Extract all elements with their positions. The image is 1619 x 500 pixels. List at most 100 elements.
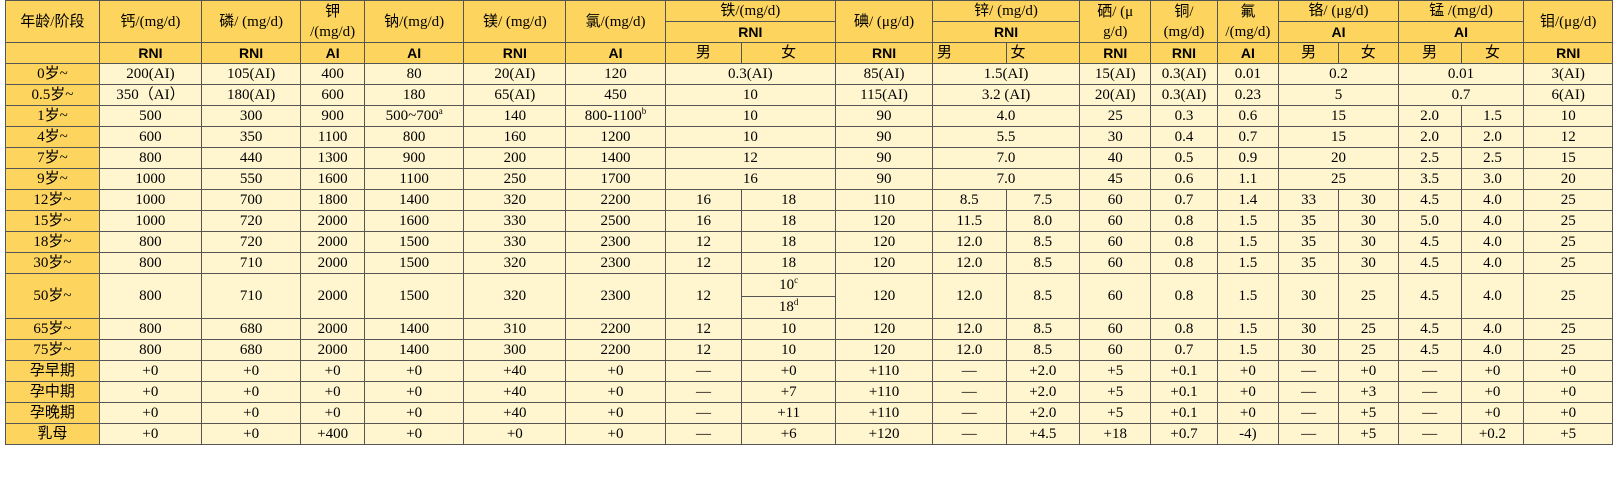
value-cell: +2.0 [1005, 402, 1081, 424]
value-cell: 20 [1278, 147, 1399, 169]
value-cell: 4.5 [1397, 189, 1462, 211]
value-cell: 0.7 [1150, 189, 1218, 211]
value-cell: 12 [664, 318, 743, 340]
value-cell: 4.0 [1460, 273, 1525, 319]
value-cell: 120 [835, 231, 934, 253]
table-row: 孕早期 +0 +0 +0 +0 +40 +0 — +0 +110 — +2.0 … [5, 360, 1613, 382]
value-cell: 12 [664, 252, 743, 274]
value-cell: 700 [201, 189, 302, 211]
header-iron: 铁/(mg/d) [664, 0, 837, 22]
value-cell: 5.5 [932, 126, 1081, 148]
value-cell: 350 [201, 126, 302, 148]
value-cell: 1.5 [1216, 318, 1280, 340]
value-cell: 8.0 [1005, 210, 1081, 232]
header-chlorine: 氯/(mg/d) [565, 0, 666, 43]
value-cell: 12 [664, 231, 743, 253]
value-cell: +5 [1337, 423, 1399, 445]
value-cell: 900 [300, 105, 366, 127]
header-zinc-type: RNI [932, 21, 1081, 43]
value-cell: 2300 [565, 273, 666, 319]
value-cell: 1500 [364, 252, 465, 274]
value-cell: 2.0 [1397, 126, 1462, 148]
table-header: 年龄/阶段 钙/(mg/d) 磷/ (mg/d) 钾 /(mg/d) 钠/(mg/… [5, 0, 1613, 64]
value-cell: — [1278, 423, 1339, 445]
value-cell: +0 [1216, 360, 1280, 382]
value-cell: +5 [1079, 402, 1152, 424]
value-cell: 1700 [565, 168, 666, 190]
value-cell: 720 [201, 210, 302, 232]
age-cell: 0岁~ [5, 63, 100, 85]
zinc-female: 女 [1005, 42, 1081, 64]
header-fluorine: 氟 /(mg/d) [1216, 0, 1280, 43]
age-cell: 孕中期 [5, 381, 100, 403]
value-cell: — [1397, 423, 1462, 445]
value-cell: — [1397, 360, 1462, 382]
value-cell: 40 [1079, 147, 1152, 169]
value-cell: 30 [1278, 273, 1339, 319]
type-calcium: RNI [98, 42, 203, 64]
value-cell: 8.5 [932, 189, 1007, 211]
value-cell: 3(AI) [1523, 63, 1613, 85]
value-cell: +0 [1337, 360, 1399, 382]
age-cell: 15岁~ [5, 210, 100, 232]
value-cell: +0 [98, 360, 203, 382]
value-cell: 2000 [300, 231, 366, 253]
value-cell: 12.0 [932, 231, 1007, 253]
value-cell: 0.3(AI) [1150, 84, 1218, 106]
table-body: 0岁~ 200(AI) 105(AI) 400 80 20(AI) 120 0.… [5, 63, 1613, 445]
value-cell: 4.0 [1460, 189, 1525, 211]
table-row: 0.5岁~ 350（AI） 180(AI) 600 180 65(AI) 450… [5, 84, 1613, 106]
value-cell: 1400 [565, 147, 666, 169]
value-cell: 3.0 [1460, 168, 1525, 190]
value-cell: 1500 [364, 273, 465, 319]
value-cell: 7.5 [1005, 189, 1081, 211]
iron-male: 男 [664, 42, 743, 64]
value-cell: 120 [835, 339, 934, 361]
value-cell: 800 [98, 231, 203, 253]
value-cell: 60 [1079, 231, 1152, 253]
chromium-male: 男 [1278, 42, 1339, 64]
value-cell: 1600 [364, 210, 465, 232]
value-cell: +110 [835, 402, 934, 424]
value-cell: 2.5 [1397, 147, 1462, 169]
value-cell: 0.6 [1150, 168, 1218, 190]
type-sodium: AI [364, 42, 465, 64]
value-text: 500~700 [385, 107, 439, 124]
value-cell: 105(AI) [201, 63, 302, 85]
value-cell: 400 [300, 63, 366, 85]
value-cell: 10 [664, 105, 837, 127]
header-zinc: 锌/ (mg/d) [932, 0, 1081, 22]
nutrient-intake-table: 年龄/阶段 钙/(mg/d) 磷/ (mg/d) 钾 /(mg/d) 钠/(mg/… [5, 0, 1613, 445]
value-cell: 0.7 [1150, 339, 1218, 361]
type-potassium: AI [300, 42, 366, 64]
value-cell: 25 [1337, 273, 1399, 319]
value-cell: — [932, 360, 1007, 382]
value-cell: 4.5 [1397, 339, 1462, 361]
value-cell: +40 [463, 360, 567, 382]
value-cell: 25 [1523, 273, 1613, 319]
value-cell: +400 [300, 423, 366, 445]
value-cell: 8.5 [1005, 252, 1081, 274]
value-cell: 25 [1079, 105, 1152, 127]
value-cell: 1000 [98, 189, 203, 211]
value-cell: 8.5 [1005, 318, 1081, 340]
value-cell: 500 [98, 105, 203, 127]
value-cell: 15 [1523, 147, 1613, 169]
value-cell: 60 [1079, 210, 1152, 232]
value-cell: 33 [1278, 189, 1339, 211]
value-cell: 180(AI) [201, 84, 302, 106]
table-row: 4岁~ 600 350 1100 800 160 1200 10 90 5.5 … [5, 126, 1613, 148]
age-cell: 18岁~ [5, 231, 100, 253]
value-cell: +5 [1337, 402, 1399, 424]
value-cell: 90 [835, 105, 934, 127]
value-cell: 8.5 [1005, 231, 1081, 253]
table-row: 12岁~ 1000 700 1800 1400 320 2200 16 18 1… [5, 189, 1613, 211]
value-cell: +6 [741, 423, 837, 445]
value-cell: +5 [1079, 360, 1152, 382]
type-phosphorus: RNI [201, 42, 302, 64]
value-cell: 550 [201, 168, 302, 190]
value-cell: +5 [1523, 423, 1613, 445]
value-cell: — [1397, 402, 1462, 424]
value-cell: +0 [98, 402, 203, 424]
value-cell: +120 [835, 423, 934, 445]
